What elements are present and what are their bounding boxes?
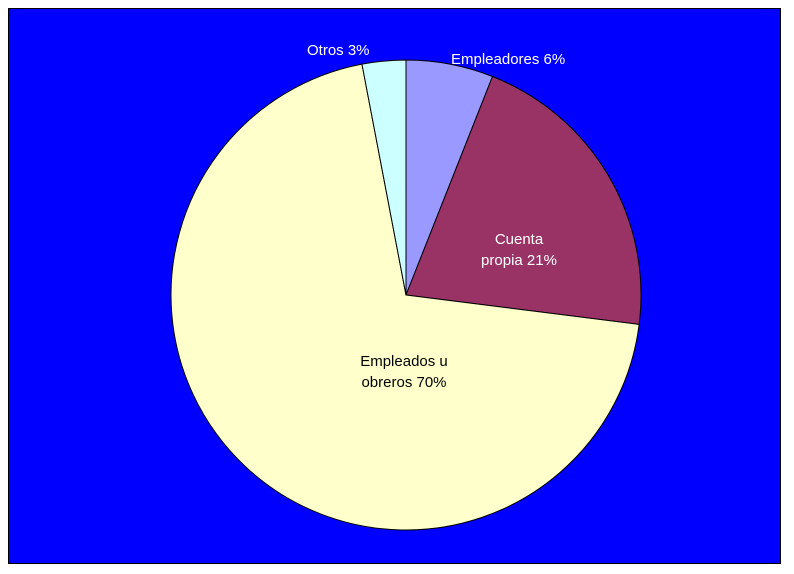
chart-area: Empleadores 6% Cuenta propia 21% Emplead…	[8, 8, 781, 564]
pie-slice-empleados-obreros	[170, 63, 640, 531]
slice-label-empleados-obreros: Empleados u obreros 70%	[360, 353, 448, 391]
slice-label-cuenta-propia: Cuenta propia 21%	[481, 231, 557, 269]
pie-chart	[170, 59, 642, 531]
pie-slice-otros	[361, 59, 407, 296]
pie-slice-cuenta-propia	[405, 75, 642, 326]
slice-label-empleadores: Empleadores 6%	[451, 51, 566, 68]
slice-label-otros: Otros 3%	[307, 42, 370, 59]
